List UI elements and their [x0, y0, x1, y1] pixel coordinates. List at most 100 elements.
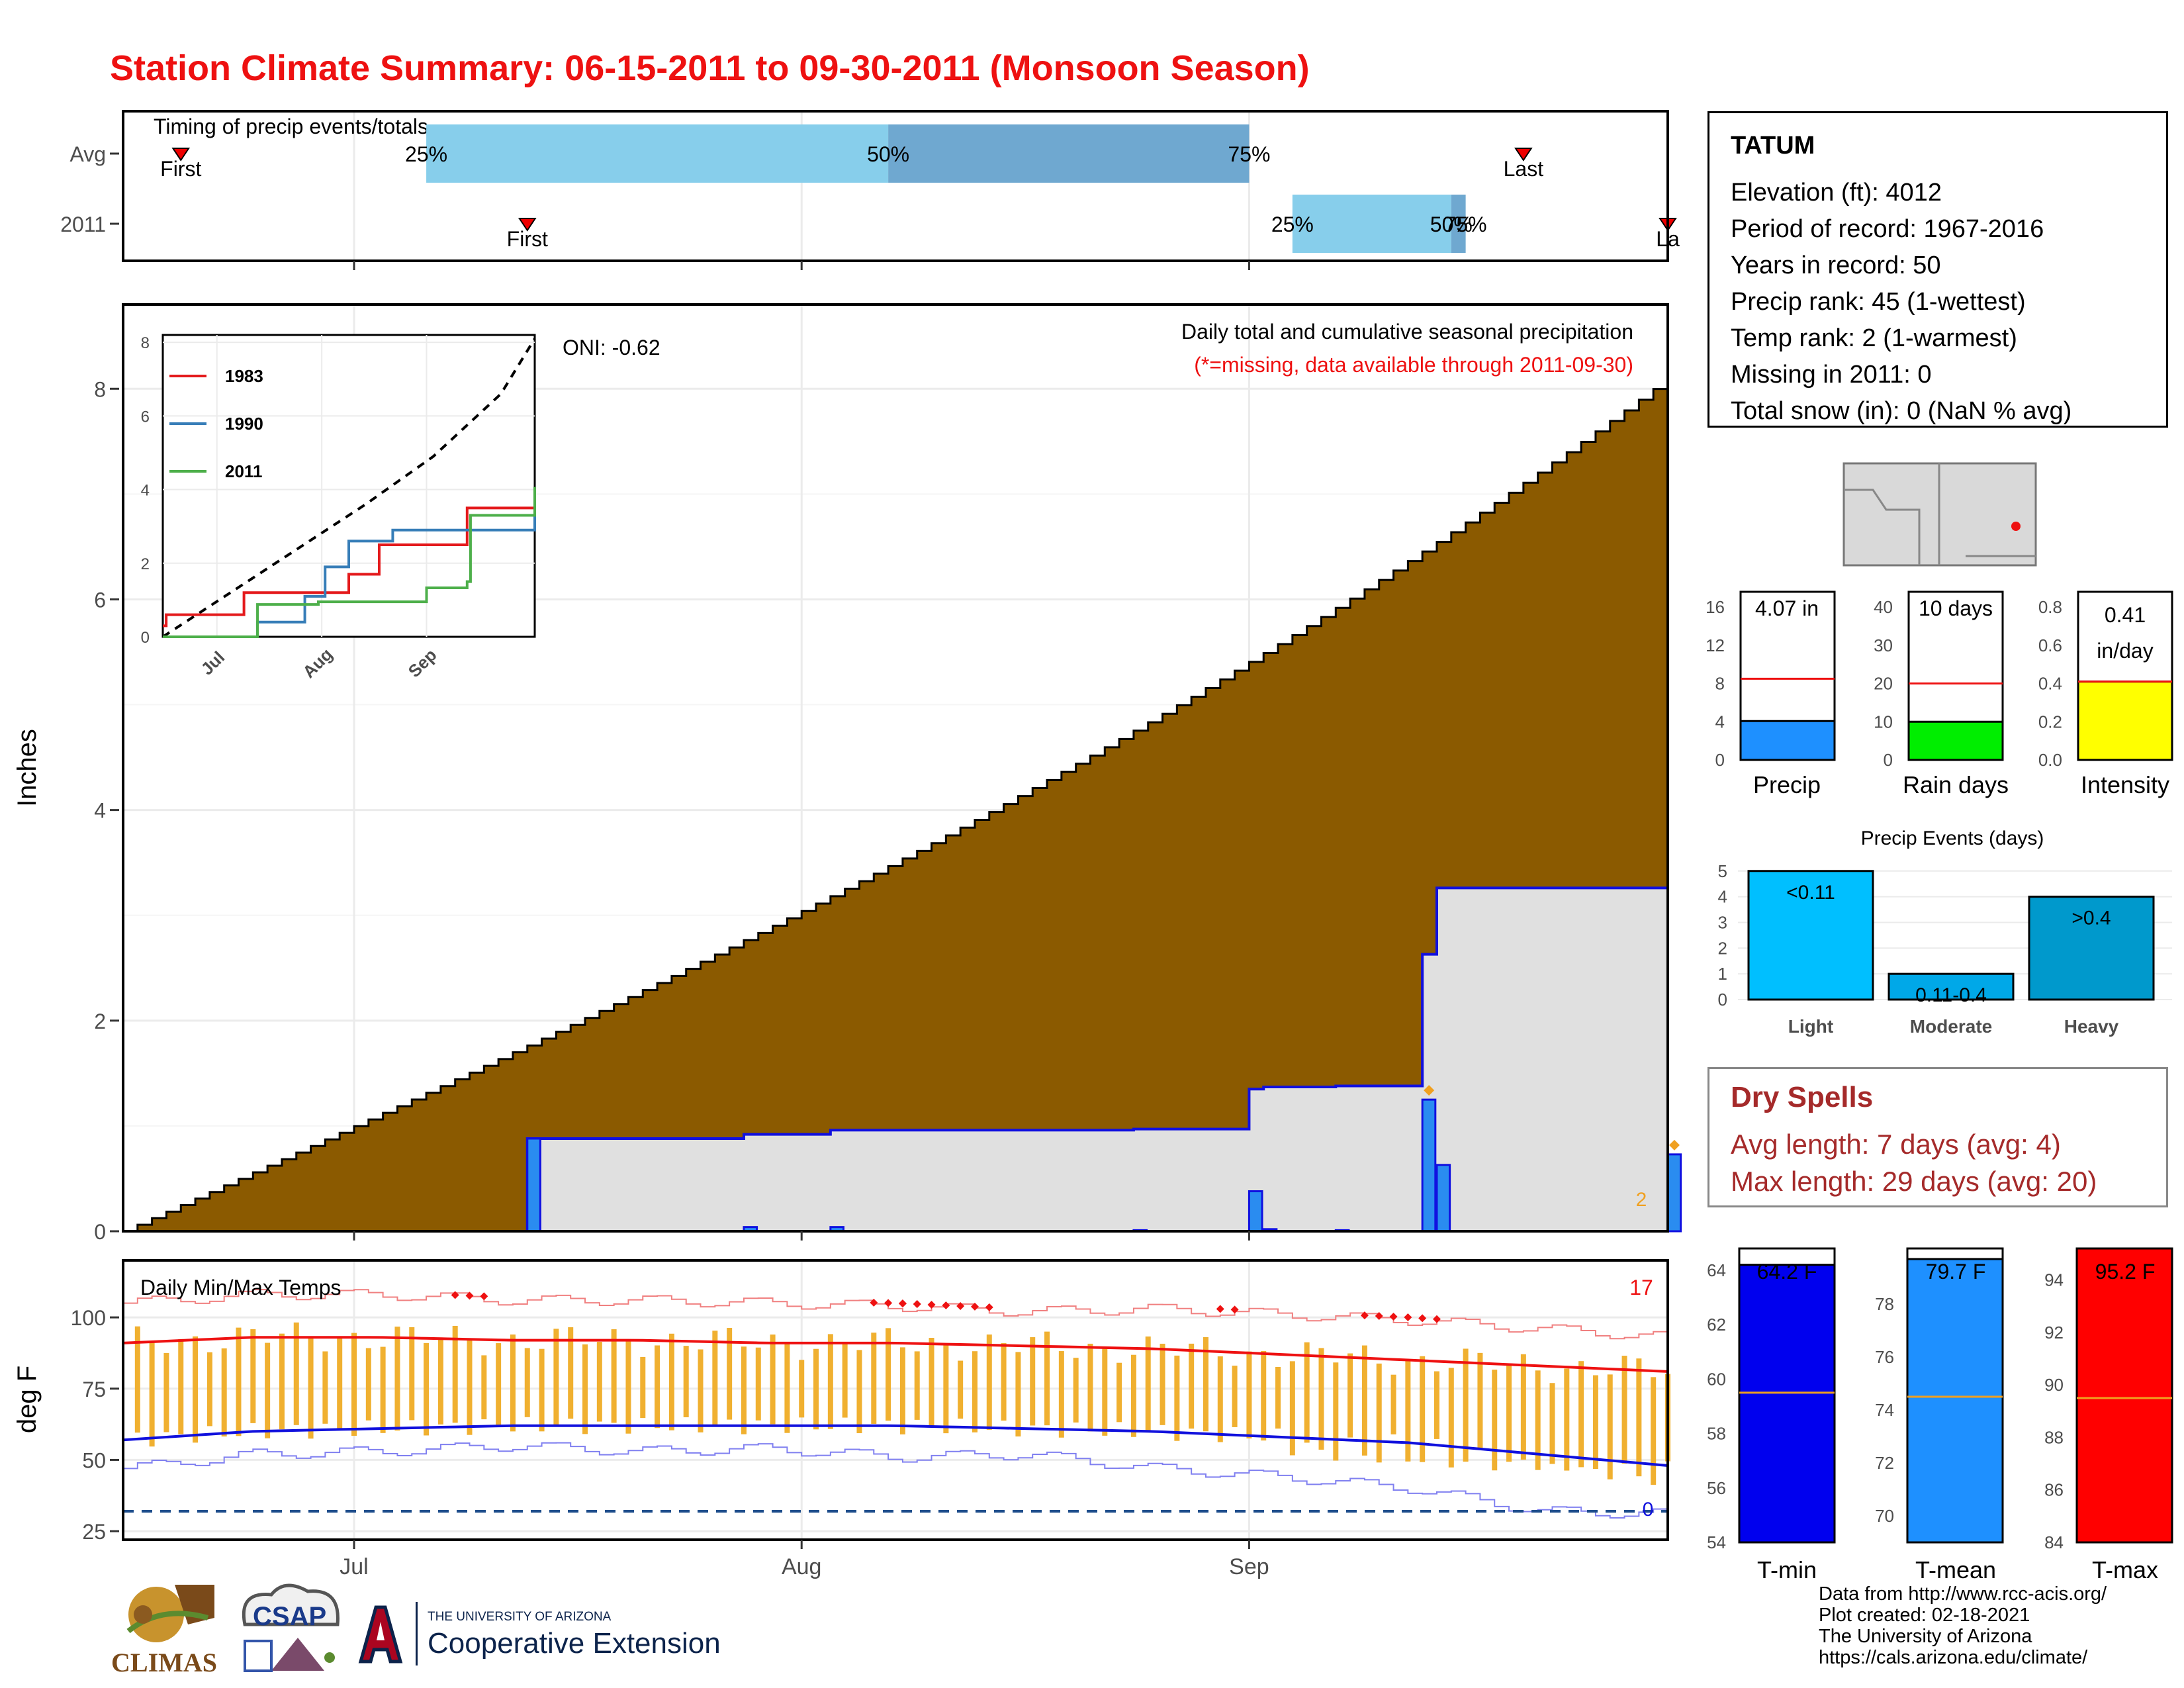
daily-temp-bar: [727, 1328, 733, 1420]
temp-ytick-label: 25: [82, 1520, 106, 1544]
daily-temp-bar: [899, 1347, 905, 1434]
station-name: TATUM: [1731, 132, 1815, 160]
daily-temp-bar: [496, 1343, 502, 1427]
station-precip-rank: Precip rank: 45 (1-wettest): [1731, 288, 2026, 316]
events-ytick: 5: [1718, 861, 1727, 881]
daily-temp-bar: [510, 1334, 516, 1432]
mini-bar-ytick: 0: [1884, 750, 1893, 770]
temp-count-max: 17: [1629, 1276, 1653, 1299]
events-ytick: 3: [1718, 912, 1727, 932]
station-missing: Missing in 2011: 0: [1731, 361, 1932, 389]
daily-temp-bar: [1535, 1370, 1541, 1470]
temp-summary-ytick: 60: [1707, 1369, 1726, 1389]
event-category-label: Light: [1788, 1016, 1833, 1037]
mini-bar-value-unit: in/day: [2097, 639, 2153, 663]
daily-temp-bar: [929, 1338, 934, 1427]
mini-bar-category: Rain days: [1903, 771, 2009, 798]
quartile-bar-high: [888, 124, 1250, 183]
record-high-marker-icon: [451, 1291, 459, 1299]
daily-temp-bar: [437, 1337, 443, 1425]
temp-panel-title: Daily Min/Max Temps: [140, 1276, 341, 1299]
daily-temp-bar: [178, 1338, 184, 1434]
q50-label: 50%: [1430, 212, 1473, 236]
record-high-marker-icon: [970, 1302, 979, 1311]
daily-temp-bar: [986, 1334, 992, 1430]
map-border-line: [1844, 489, 1921, 565]
average-cumulative-line: [123, 378, 1669, 1233]
quartile-bar-high: [1451, 195, 1466, 253]
q75-label: 75%: [1445, 212, 1487, 236]
daily-temp-bar: [1304, 1342, 1310, 1443]
daily-temp-bar: [1592, 1375, 1598, 1470]
daily-temp-bar: [250, 1329, 256, 1423]
mini-bar-value-label: 0.41: [2105, 603, 2146, 627]
daily-temp-bar: [611, 1329, 617, 1423]
daily-temp-bar: [1030, 1337, 1036, 1426]
record-high-marker-icon: [465, 1291, 474, 1300]
daily-temp-bar: [1420, 1356, 1426, 1462]
csap-logo-text: CSAP: [253, 1602, 327, 1631]
record-max-line: [123, 1289, 1668, 1340]
mini-bar-ytick: 12: [1706, 635, 1725, 655]
record-high-marker-icon: [884, 1299, 893, 1307]
first-label: First: [160, 157, 201, 181]
record-high-marker-icon: [870, 1298, 878, 1307]
credits: Data from http://www.rcc-acis.org/ Plot …: [1819, 1583, 2107, 1668]
daily-temp-bar: [193, 1336, 199, 1443]
daily-temp-bar: [467, 1340, 473, 1435]
record-high-marker-icon: [1418, 1314, 1427, 1323]
daily-temp-bar: [871, 1333, 877, 1424]
record-high-marker-icon: [1216, 1305, 1224, 1313]
temp-summary-bar-t-max: [2075, 1247, 2173, 1544]
inset-ytick-label: 6: [141, 408, 150, 426]
climas-logo-text: CLIMAS: [111, 1648, 218, 1677]
daily-precip-bar: [526, 1137, 541, 1233]
daily-temp-bar: [365, 1348, 371, 1421]
daily-temp-bar: [1160, 1343, 1165, 1425]
daily-temp-bar: [279, 1333, 285, 1430]
record-high-marker-icon: [942, 1301, 950, 1309]
credit-created: Plot created: 02-18-2021: [1819, 1605, 2030, 1626]
year-cumulative-area: [123, 811, 1668, 1231]
daily-temp-bar: [1361, 1345, 1367, 1456]
daily-temp-bar: [1015, 1352, 1021, 1437]
ua-line1: THE UNIVERSITY OF ARIZONA: [428, 1610, 612, 1624]
mini-bar-ytick: 0.0: [2038, 750, 2062, 770]
timing-row-label: Avg: [69, 142, 106, 166]
record-high-marker-icon: [913, 1300, 921, 1309]
event-bar-heavy: [2028, 896, 2155, 1001]
inset-ytick-label: 4: [141, 482, 150, 500]
daily-temp-bar: [1506, 1363, 1512, 1462]
temp-summary-value-label: 79.7 F: [1926, 1260, 1986, 1284]
daily-temp-bar: [770, 1335, 776, 1425]
mini-bar-ytick: 4: [1715, 712, 1725, 731]
temp-summary-ytick: 70: [1875, 1506, 1894, 1526]
temp-summary-ytick: 94: [2044, 1270, 2064, 1290]
daily-temp-bar: [539, 1348, 545, 1432]
daily-temp-bar: [596, 1342, 602, 1422]
event-category-label: Moderate: [1910, 1016, 1992, 1037]
daily-temp-bar: [1217, 1356, 1223, 1442]
climas-logo: CLIMAS: [109, 1578, 221, 1677]
daily-temp-bar: [1232, 1366, 1238, 1427]
record-high-marker-icon: [480, 1292, 488, 1301]
event-bar-label: <0.11: [1786, 882, 1835, 904]
events-panel-title: Precip Events (days): [1861, 827, 2044, 849]
mini-bar-ytick: 0.6: [2038, 635, 2062, 655]
daily-temp-bar: [842, 1344, 848, 1418]
mini-bar-rain-days: [1907, 720, 2004, 761]
daily-temp-bar: [308, 1338, 314, 1439]
daily-temp-bar: [1130, 1354, 1136, 1437]
daily-precip-bar: [1435, 1164, 1451, 1233]
temp-summary-category: T-min: [1757, 1556, 1817, 1583]
daily-temp-bar: [799, 1360, 805, 1418]
ua-a-logo: [357, 1602, 404, 1668]
mini-bar-ytick: 0.8: [2038, 597, 2062, 617]
temp-summary-ytick: 78: [1875, 1294, 1894, 1314]
mini-bar-category: Intensity: [2081, 771, 2169, 798]
daily-temp-bar: [1275, 1366, 1281, 1429]
daily-temp-bar: [1433, 1371, 1439, 1439]
timing-row-label: 2011: [60, 212, 106, 236]
record-high-marker-icon: [1230, 1305, 1239, 1314]
temp-summary-ytick: 72: [1875, 1453, 1894, 1473]
